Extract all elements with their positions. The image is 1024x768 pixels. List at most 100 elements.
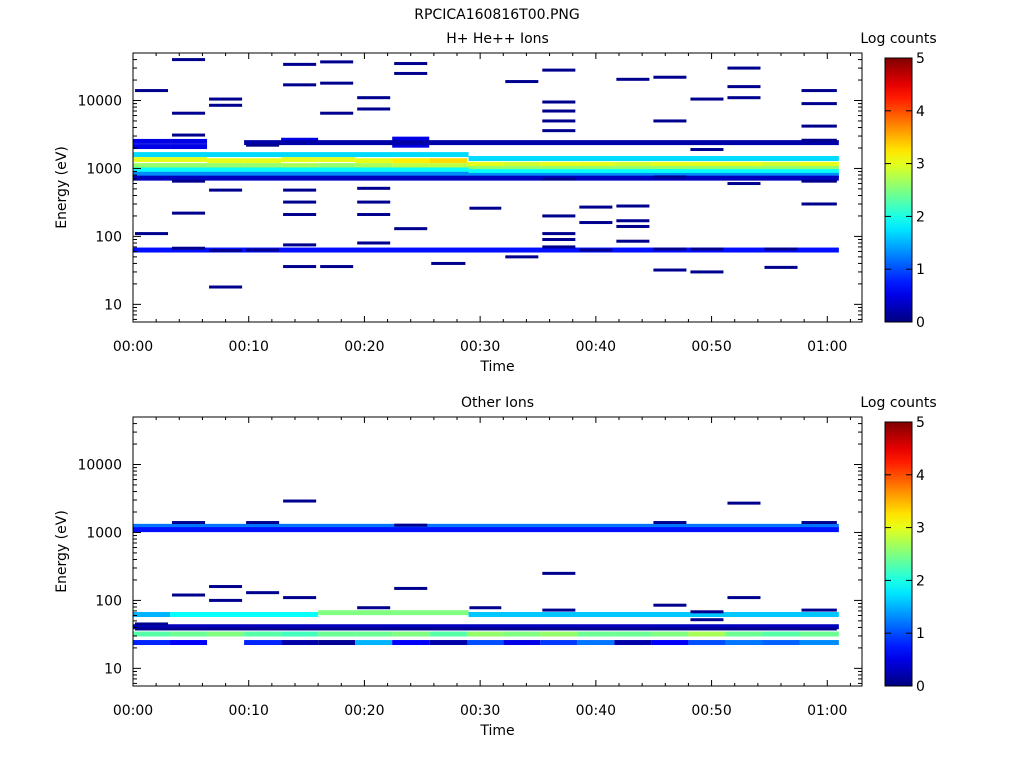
heatmap-mark	[505, 80, 539, 84]
heatmap-cell	[614, 165, 652, 171]
heatmap-mark	[469, 206, 502, 210]
heatmap-mark	[283, 188, 317, 192]
colorbar-label: Log counts	[860, 395, 936, 411]
heatmap-mark	[727, 85, 761, 89]
heatmap-mark	[727, 66, 761, 70]
heatmap-mark	[801, 102, 837, 106]
heatmap-mark	[135, 622, 169, 626]
heatmap-mark	[172, 521, 206, 525]
heatmap-mark	[172, 246, 206, 250]
x-tick-label: 00:20	[344, 339, 384, 355]
heatmap-mark	[320, 111, 354, 115]
panel-title: H+ He++ Ions	[446, 31, 549, 47]
x-tick-label: 00:00	[113, 703, 153, 719]
heatmap-cell	[244, 140, 839, 146]
colorbar-tick-label: 4	[916, 468, 925, 484]
heatmap-mark	[801, 89, 837, 93]
heatmap-mark	[394, 62, 428, 66]
heatmap-mark	[209, 585, 243, 589]
heatmap-cell	[614, 640, 652, 646]
plot-frame	[132, 52, 863, 323]
heatmap-mark	[727, 596, 761, 600]
heatmap-mark	[616, 224, 650, 228]
x-tick-label: 00:10	[229, 339, 269, 355]
heatmap-mark	[135, 232, 169, 236]
heatmap-mark	[801, 138, 837, 142]
heatmap-mark	[394, 71, 428, 75]
heatmap-mark	[394, 227, 428, 231]
heatmap-cell	[355, 631, 393, 637]
heatmap-mark	[542, 608, 576, 612]
heatmap-cell	[688, 640, 726, 646]
heatmap-mark	[542, 232, 576, 236]
heatmap-mark	[283, 243, 317, 247]
heatmap-cell	[133, 631, 171, 637]
heatmap-cell	[281, 640, 319, 646]
heatmap-cell	[503, 165, 541, 171]
x-tick-label: 00:50	[691, 339, 731, 355]
heatmap-mark	[690, 247, 724, 251]
heatmap-cell	[503, 161, 541, 167]
heatmap-mark	[283, 200, 317, 204]
heatmap-mark	[690, 270, 724, 274]
heatmap-mark	[209, 598, 243, 602]
heatmap-mark	[579, 248, 613, 252]
heatmap-cell	[170, 640, 208, 646]
heatmap-mark	[542, 109, 576, 113]
x-tick-label: 01:00	[807, 703, 847, 719]
heatmap-cell	[133, 167, 469, 173]
colorbar-tick-label: 5	[916, 415, 925, 431]
heatmap-cell	[467, 161, 504, 167]
heatmap-cell	[688, 161, 726, 167]
heatmap-mark	[764, 265, 798, 269]
heatmap-cell	[429, 640, 468, 646]
heatmap-cell	[762, 640, 800, 646]
heatmap-cell	[170, 157, 208, 163]
heatmap-mark	[653, 603, 687, 607]
heatmap-cell	[799, 165, 839, 171]
heatmap-mark	[283, 213, 317, 217]
heatmap-cell	[133, 247, 839, 253]
heatmap-mark	[616, 204, 650, 208]
heatmap-cell	[762, 165, 800, 171]
heatmap-cell	[244, 640, 282, 646]
heatmap-cell	[651, 161, 689, 167]
heatmap-cell	[244, 631, 282, 637]
heatmap-mark	[357, 200, 391, 204]
x-tick-label: 00:40	[576, 703, 616, 719]
heatmap-cell	[540, 161, 578, 167]
heatmap-cell	[355, 640, 393, 646]
heatmap-mark	[653, 119, 687, 123]
heatmap-cell	[799, 161, 839, 167]
heatmap-mark	[469, 606, 502, 610]
heatmap-mark	[246, 143, 280, 147]
colorbar-tick-label: 4	[916, 104, 925, 120]
y-tick-label: 10	[104, 661, 122, 677]
heatmap-cell	[468, 156, 839, 162]
heatmap-mark	[542, 119, 576, 123]
y-axis-label: Energy (eV)	[54, 510, 70, 593]
heatmap-cell	[614, 631, 652, 637]
heatmap-cell	[577, 165, 615, 171]
panel-title: Other Ions	[461, 395, 534, 411]
heatmap-cell	[207, 158, 245, 164]
heatmap-mark	[246, 521, 280, 525]
heatmap-cell	[688, 631, 726, 637]
heatmap-cell	[207, 163, 245, 169]
heatmap-cell	[133, 175, 839, 181]
y-tick-label: 1000	[86, 525, 122, 541]
heatmap-cell	[540, 631, 578, 637]
heatmap-mark	[172, 211, 206, 215]
x-axis-label: Time	[479, 359, 514, 375]
heatmap-cell	[244, 158, 282, 164]
colorbar-label: Log counts	[860, 31, 936, 47]
heatmap-cell	[281, 157, 319, 163]
heatmap-cell	[429, 158, 468, 164]
heatmap-mark	[690, 97, 724, 101]
heatmap-cell	[170, 144, 208, 150]
x-tick-label: 01:00	[807, 339, 847, 355]
heatmap-mark	[579, 221, 613, 225]
heatmap-cell	[133, 152, 469, 158]
heatmap-cell	[170, 163, 208, 169]
heatmap-cell	[429, 631, 468, 637]
